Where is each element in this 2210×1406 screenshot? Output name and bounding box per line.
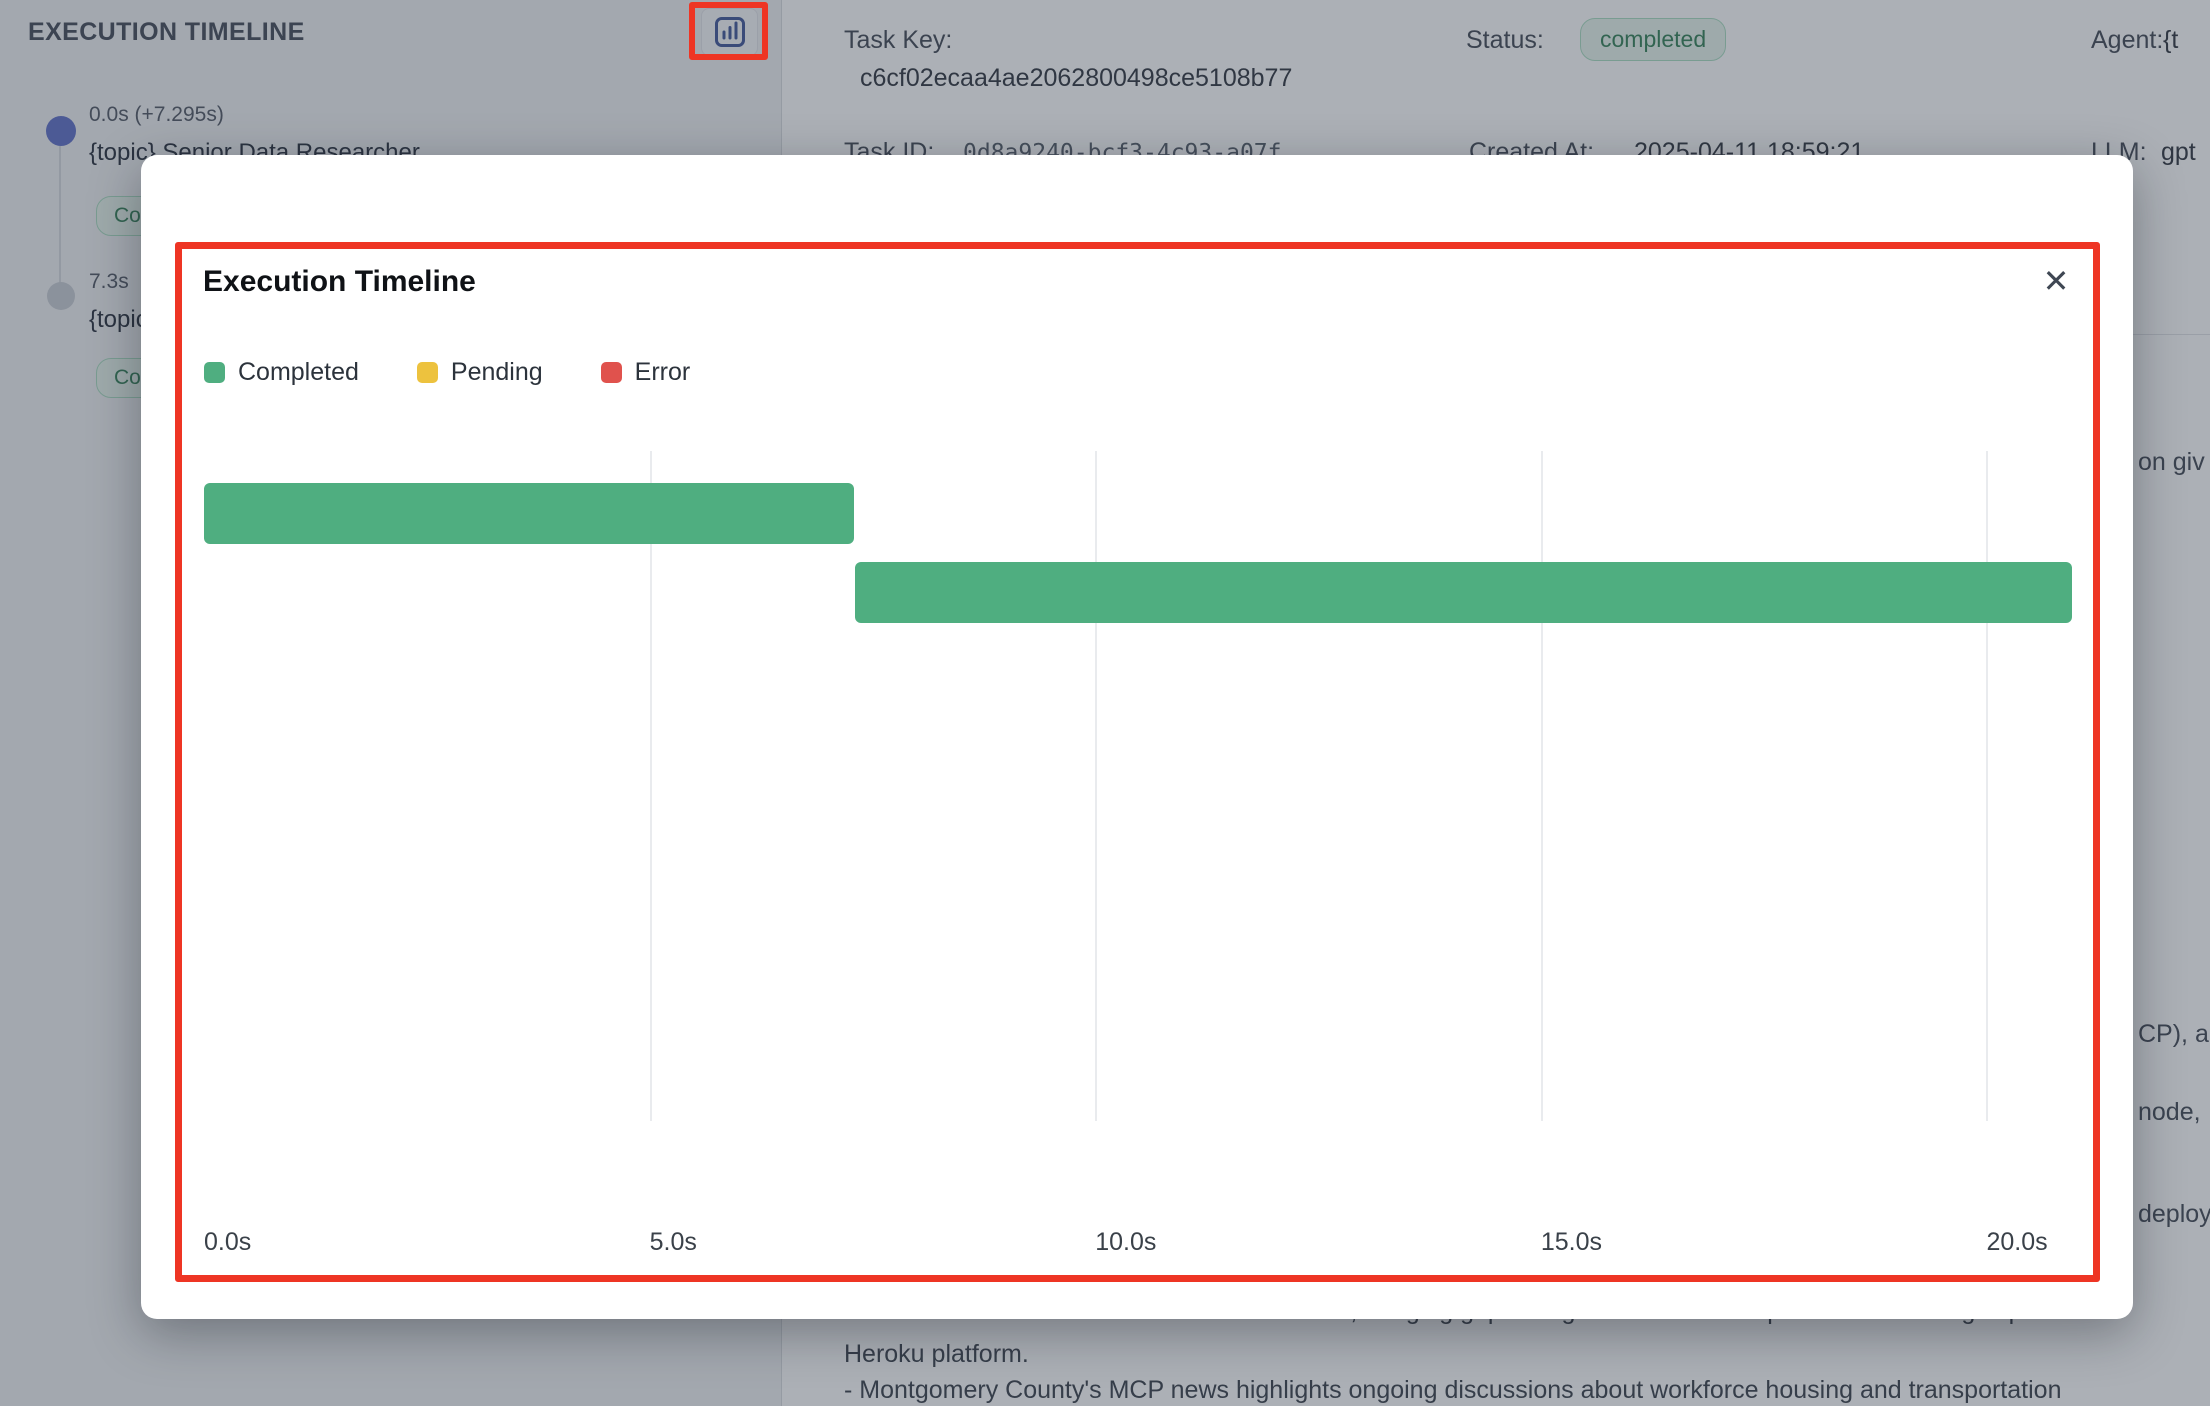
axis-tick-label: 0.0s	[204, 1228, 252, 1256]
clipped-text-fragment: CP), a	[2138, 1020, 2209, 1048]
llm-value: gpt	[2161, 138, 2196, 166]
task-key-value: c6cf02ecaa4ae2062800498ce5108b77	[860, 64, 1293, 92]
clipped-text-fragment: on giv	[2138, 448, 2205, 476]
agent-label: Agent:	[2091, 26, 2164, 54]
task-key-label: Task Key:	[844, 26, 953, 54]
status-badge: completed	[1580, 18, 1727, 61]
legend-item-completed: Completed	[204, 358, 359, 387]
legend-label: Error	[634, 358, 691, 386]
clipped-text-fragment: node,	[2138, 1098, 2201, 1126]
axis-tick-label: 5.0s	[649, 1228, 697, 1256]
gridline	[1986, 451, 1989, 1121]
event-time: 7.3s	[89, 270, 129, 293]
clipped-text-fragment: deploy	[2138, 1200, 2210, 1228]
gridline	[649, 451, 652, 1121]
gridline	[1540, 451, 1543, 1121]
event-time: 0.0s (+7.295s)	[89, 103, 224, 126]
axis-tick-label: 15.0s	[1540, 1228, 1602, 1256]
gantt-plot	[204, 451, 2072, 1121]
agent-value: {t	[2163, 26, 2179, 54]
axis-tick-label: 10.0s	[1095, 1228, 1157, 1256]
legend-item-pending: Pending	[416, 358, 543, 387]
gantt-axis: 0.0s 5.0s 10.0s 15.0s 20.0s	[204, 1228, 2072, 1262]
status-label: Status:	[1466, 26, 1544, 54]
timeline-connector-line	[59, 130, 61, 295]
legend-label: Completed	[238, 358, 359, 386]
legend-swatch	[416, 362, 438, 383]
modal-title: Execution Timeline	[203, 265, 476, 298]
task-output-line: - Montgomery County's MCP news highlight…	[844, 1376, 2062, 1404]
sidebar-title: EXECUTION TIMELINE	[28, 18, 305, 46]
legend-swatch	[600, 362, 622, 383]
legend-swatch	[204, 362, 225, 383]
gantt-bar[interactable]	[854, 562, 2072, 623]
gantt-bar[interactable]	[204, 483, 855, 544]
bar-chart-icon	[714, 17, 745, 47]
chart-legend: Completed Pending Error	[204, 358, 690, 387]
legend-item-error: Error	[600, 358, 691, 387]
legend-label: Pending	[450, 358, 543, 386]
gridline	[1095, 451, 1098, 1121]
close-icon[interactable]: ✕	[2034, 259, 2078, 303]
axis-tick-label: 20.0s	[1986, 1228, 2048, 1256]
task-output-line: Heroku platform.	[844, 1340, 1029, 1368]
timeline-dot-active-icon	[46, 116, 76, 146]
execution-timeline-modal: Execution Timeline ✕ Completed Pending E…	[141, 155, 2133, 1319]
timeline-dot-icon	[47, 282, 75, 310]
